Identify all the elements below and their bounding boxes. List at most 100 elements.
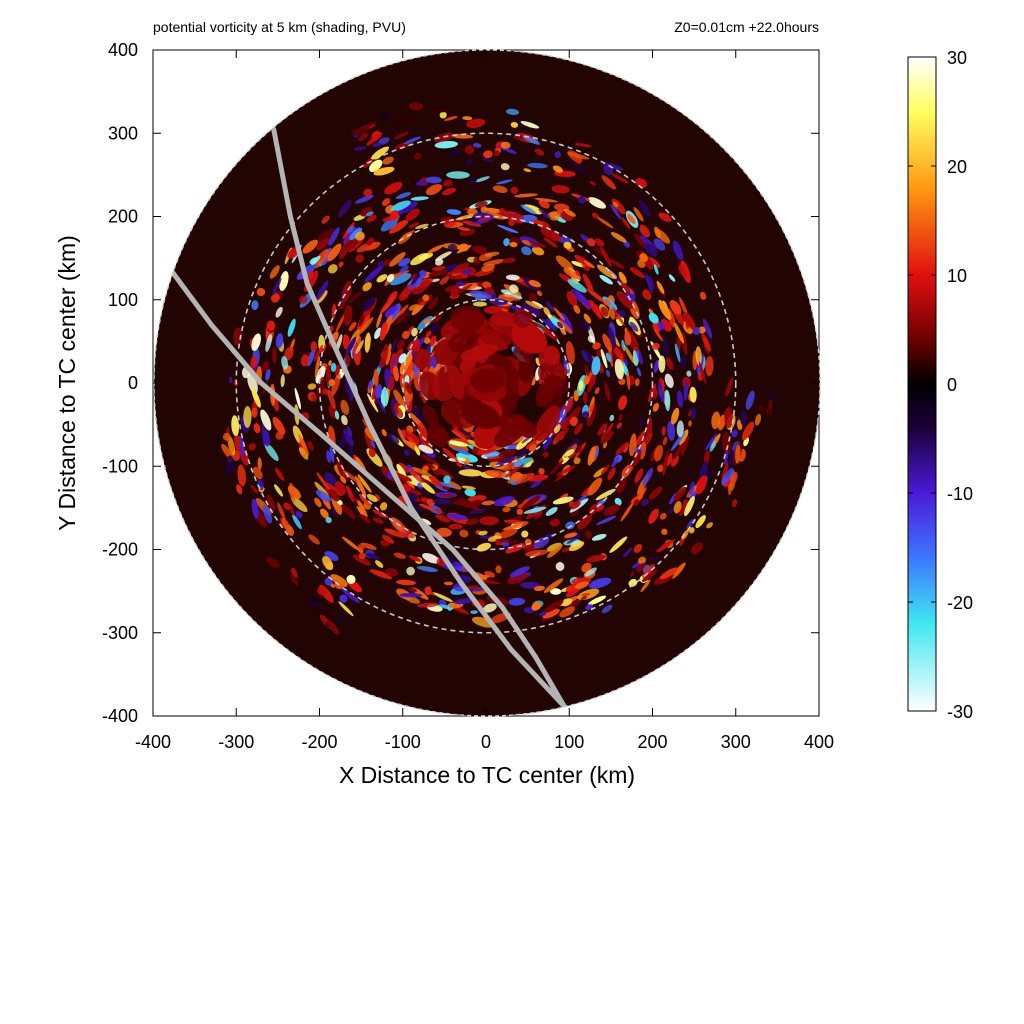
pv-filament <box>294 387 301 410</box>
pv-filament <box>516 508 523 515</box>
pv-filament <box>472 301 488 307</box>
pv-filament <box>597 423 608 436</box>
pv-filament <box>398 353 407 364</box>
pv-filament <box>372 517 384 524</box>
pv-filament <box>451 429 467 441</box>
pv-filament <box>328 488 340 502</box>
pv-filament <box>313 248 329 269</box>
pv-filament <box>428 475 443 488</box>
pv-filament <box>543 237 558 248</box>
pv-filament <box>587 371 596 393</box>
pv-filament <box>629 321 639 332</box>
pv-filament <box>768 399 773 410</box>
pv-filament <box>563 241 572 249</box>
pv-filament <box>287 318 296 337</box>
pv-filament <box>476 579 501 585</box>
pv-filament <box>342 334 350 350</box>
pv-filament <box>437 481 456 488</box>
pv-filament <box>531 219 544 225</box>
pv-filament <box>470 220 489 225</box>
pv-filament <box>435 251 452 261</box>
pv-filament <box>709 441 716 452</box>
pv-filament <box>658 212 672 222</box>
y-axis: 400 300 200 100 0 -100 -200 -300 -400 <box>102 40 819 726</box>
pv-filament <box>410 196 429 201</box>
pv-filament <box>397 428 406 443</box>
pv-filament <box>503 238 510 247</box>
pv-filament <box>442 447 459 462</box>
pv-filament <box>364 266 382 283</box>
pv-filament <box>636 562 646 572</box>
pv-filament <box>581 592 591 597</box>
pv-filament <box>632 449 642 467</box>
pv-filament <box>389 252 406 267</box>
pv-filament <box>375 560 384 568</box>
pv-filament <box>689 527 695 534</box>
pv-filament <box>589 403 595 413</box>
pv-filament <box>341 432 347 446</box>
pv-filament <box>394 131 409 140</box>
colorbar: 30 20 10 0 -10 -20 -30 <box>907 48 973 722</box>
pv-filament <box>550 588 562 595</box>
pv-filament <box>343 429 354 447</box>
pv-filament <box>279 271 289 291</box>
pv-filament <box>533 536 550 549</box>
pv-filament <box>689 386 697 403</box>
pv-filament <box>466 518 479 526</box>
pv-filament <box>454 447 471 456</box>
pv-filament <box>307 441 314 451</box>
pv-filament <box>614 358 624 380</box>
pv-filament <box>421 465 429 474</box>
pv-filament <box>366 493 378 503</box>
pv-filament <box>498 296 521 301</box>
pv-filament <box>618 395 628 410</box>
pv-filament <box>678 503 688 516</box>
pv-filament <box>629 267 646 279</box>
pv-filament <box>470 499 483 507</box>
pv-filament <box>644 242 658 257</box>
pv-filament <box>456 244 472 254</box>
pv-filament <box>343 237 359 251</box>
pv-filament <box>559 606 575 618</box>
pv-filament <box>425 176 442 184</box>
pv-filament <box>434 108 451 113</box>
range-ring <box>235 132 737 634</box>
pv-filament <box>324 472 337 485</box>
pv-filament <box>637 417 646 425</box>
pv-filament <box>320 508 329 519</box>
pv-filament <box>432 498 452 505</box>
pv-filament <box>758 404 765 412</box>
pv-filament <box>520 581 541 589</box>
pv-filament <box>534 585 545 592</box>
pv-filament <box>599 274 613 285</box>
pv-filament <box>336 460 348 482</box>
pv-filament <box>461 401 500 429</box>
pv-filament <box>384 305 398 318</box>
pv-filament <box>770 390 775 408</box>
pv-filament <box>629 571 635 577</box>
pv-filament <box>610 231 627 243</box>
pv-filament <box>408 492 418 501</box>
pv-filament <box>529 444 537 452</box>
pv-filament <box>450 149 459 156</box>
pv-filament <box>275 468 285 481</box>
pv-filament <box>328 379 336 387</box>
pv-filament <box>569 416 578 427</box>
pv-filament <box>534 511 543 519</box>
pv-filament <box>435 258 444 266</box>
pv-filament <box>355 231 365 241</box>
pv-filament <box>624 359 628 367</box>
pv-filament <box>482 157 494 162</box>
pv-filament <box>501 308 508 313</box>
x-axis-title: X Distance to TC center (km) <box>339 762 635 788</box>
pv-filament <box>635 178 648 188</box>
pv-filament <box>263 430 270 447</box>
pv-filament <box>448 330 479 353</box>
pv-filament <box>281 517 292 535</box>
pv-filament <box>610 203 622 220</box>
pv-filament <box>565 584 577 592</box>
pv-filament <box>588 595 607 606</box>
pv-filament <box>270 293 280 303</box>
pv-filament <box>629 433 637 457</box>
